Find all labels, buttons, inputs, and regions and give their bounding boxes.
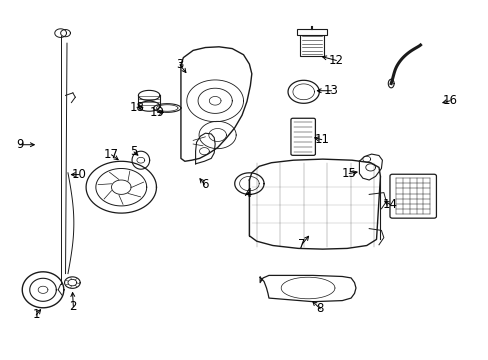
Text: 12: 12 (328, 54, 343, 67)
Text: 14: 14 (382, 198, 397, 211)
Text: 4: 4 (244, 187, 251, 200)
Text: 8: 8 (316, 302, 324, 315)
Text: 1: 1 (32, 309, 40, 321)
Text: 11: 11 (314, 133, 328, 146)
Text: 13: 13 (324, 84, 338, 97)
Text: 19: 19 (150, 106, 164, 119)
Bar (300, 35, 323, 56)
Text: 9: 9 (16, 138, 23, 151)
Text: 15: 15 (341, 167, 356, 180)
Text: 3: 3 (176, 58, 183, 71)
FancyBboxPatch shape (389, 174, 435, 218)
Text: 16: 16 (442, 94, 456, 107)
Text: 18: 18 (129, 101, 144, 114)
Polygon shape (260, 275, 355, 302)
Text: 7: 7 (298, 238, 305, 251)
Polygon shape (249, 159, 380, 249)
Text: 10: 10 (72, 168, 86, 181)
Text: 5: 5 (130, 145, 138, 158)
FancyBboxPatch shape (290, 118, 315, 156)
Text: 2: 2 (69, 300, 77, 313)
Text: 17: 17 (104, 148, 119, 161)
Bar (297, 29, 326, 35)
Text: 6: 6 (200, 178, 208, 191)
